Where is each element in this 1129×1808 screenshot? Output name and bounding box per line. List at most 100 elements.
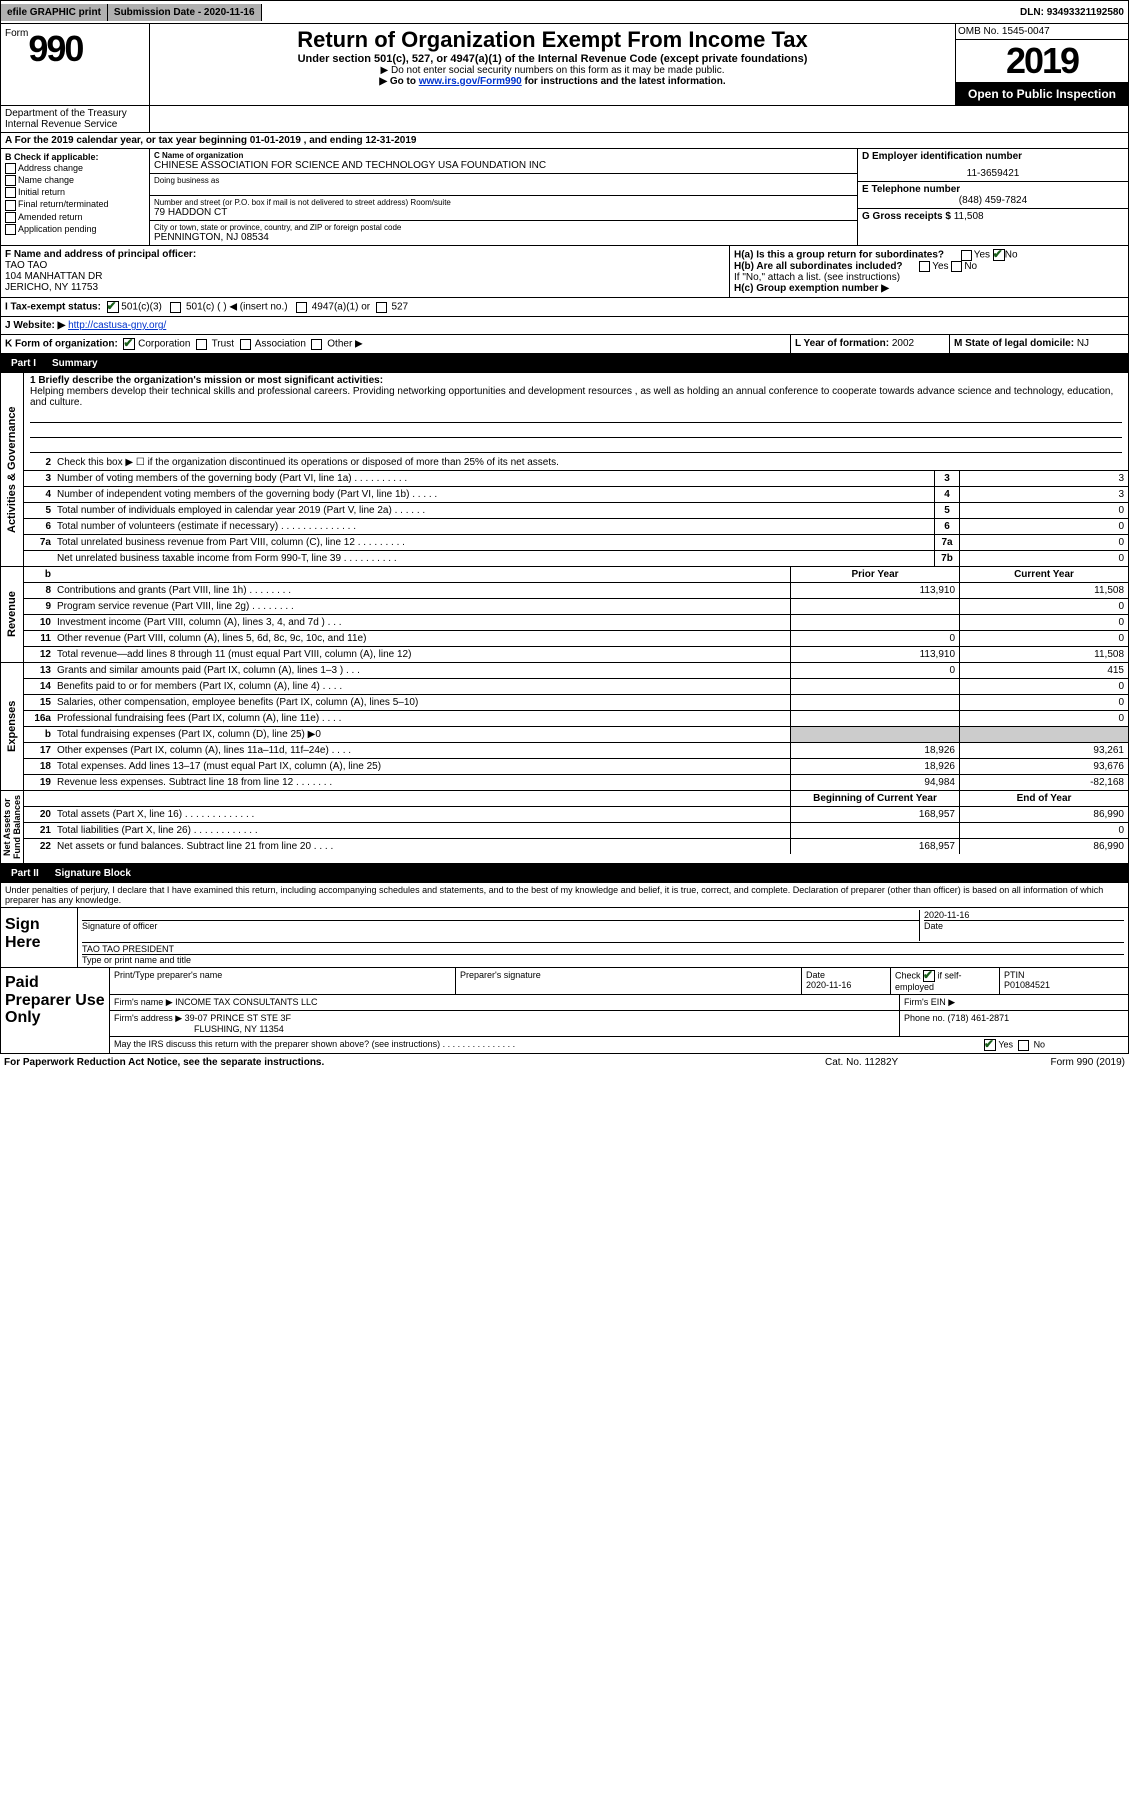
section-f-h: F Name and address of principal officer:… <box>0 246 1129 298</box>
hb-yes-chk[interactable] <box>919 261 930 272</box>
hb-yes: Yes <box>932 261 948 272</box>
lbl-address-change: Address change <box>18 163 83 173</box>
top-bar: efile GRAPHIC print Submission Date - 20… <box>0 0 1129 24</box>
dba-label: Doing business as <box>154 176 853 185</box>
line-desc: Program service revenue (Part VIII, line… <box>54 599 790 614</box>
officer-print-name: TAO TAO PRESIDENT <box>82 944 1124 955</box>
part2-num: Part II <box>1 865 49 882</box>
chk-selfemp[interactable] <box>923 970 935 982</box>
box-b-label: B Check if applicable: <box>5 152 145 162</box>
curr-val <box>959 727 1128 742</box>
dept-row: Department of the Treasury Internal Reve… <box>0 106 1129 133</box>
line-desc: Total fundraising expenses (Part IX, col… <box>54 727 790 742</box>
firm-ein: Firm's EIN ▶ <box>900 995 1128 1010</box>
lbl-501c3: 501(c)(3) <box>121 302 162 313</box>
discuss-yes-chk[interactable] <box>984 1039 996 1051</box>
curr-val: -82,168 <box>959 775 1128 790</box>
dln: DLN: 93493321192580 <box>1020 7 1128 18</box>
line-desc: Salaries, other compensation, employee b… <box>54 695 790 710</box>
form-990-page: efile GRAPHIC print Submission Date - 20… <box>0 0 1129 1071</box>
ptin-cell: PTINP01084521 <box>1000 968 1128 994</box>
revenue-section: Revenue bPrior YearCurrent Year 8Contrib… <box>0 567 1129 663</box>
prior-val: 113,910 <box>790 647 959 662</box>
line-num: 6 <box>24 519 54 534</box>
curr-val: 0 <box>959 679 1128 694</box>
part2-header: Part II Signature Block <box>0 864 1129 883</box>
chk-other[interactable] <box>311 339 322 350</box>
chk-amended[interactable] <box>5 212 16 223</box>
line-num: 9 <box>24 599 54 614</box>
chk-assoc[interactable] <box>240 339 251 350</box>
submission-date: Submission Date - 2020-11-16 <box>108 4 262 21</box>
ha-yes-chk[interactable] <box>961 250 972 261</box>
discuss-no-chk[interactable] <box>1018 1040 1029 1051</box>
line-desc: Grants and similar amounts paid (Part IX… <box>54 663 790 678</box>
hb-no-chk[interactable] <box>951 261 962 272</box>
chk-trust[interactable] <box>196 339 207 350</box>
line-num: b <box>24 727 54 742</box>
phone: (848) 459-7824 <box>862 195 1124 206</box>
tax-status-label: I Tax-exempt status: <box>5 302 101 313</box>
dept-treasury: Department of the Treasury Internal Reve… <box>1 106 150 132</box>
part1-title: Summary <box>46 355 104 372</box>
open-inspection: Open to Public Inspection <box>956 82 1128 105</box>
chk-527[interactable] <box>376 302 387 313</box>
header-center: Return of Organization Exempt From Incom… <box>150 24 955 105</box>
form-org-label: K Form of organization: <box>5 339 118 350</box>
line-desc: Total unrelated business revenue from Pa… <box>54 535 934 550</box>
footer-l: For Paperwork Reduction Act Notice, see … <box>4 1057 825 1068</box>
prior-val <box>790 711 959 726</box>
form-subtitle: Under section 501(c), 527, or 4947(a)(1)… <box>156 53 949 65</box>
hb-no: No <box>964 261 977 272</box>
line-desc: Other expenses (Part IX, column (A), lin… <box>54 743 790 758</box>
line-desc: Number of voting members of the governin… <box>54 471 934 486</box>
prior-val <box>790 727 959 742</box>
website-link[interactable]: http://castusa-gny.org/ <box>68 320 166 331</box>
line-num: 11 <box>24 631 54 646</box>
line-desc: Total liabilities (Part X, line 26) . . … <box>54 823 790 838</box>
expenses-section: Expenses 13Grants and similar amounts pa… <box>0 663 1129 791</box>
irs-link[interactable]: www.irs.gov/Form990 <box>419 76 522 87</box>
firm-label: Firm's name ▶ <box>114 997 173 1007</box>
chk-final[interactable] <box>5 200 16 211</box>
chk-501c[interactable] <box>170 302 181 313</box>
chk-pending[interactable] <box>5 224 16 235</box>
prior-val <box>790 679 959 694</box>
prior-val: 0 <box>790 631 959 646</box>
prior-val <box>790 695 959 710</box>
box-f: F Name and address of principal officer:… <box>1 246 729 297</box>
chk-name[interactable] <box>5 175 16 186</box>
prior-val: 18,926 <box>790 759 959 774</box>
chk-corp[interactable] <box>123 338 135 350</box>
lbl-4947: 4947(a)(1) or <box>312 302 370 313</box>
gross-receipts: 11,508 <box>954 211 984 222</box>
lbl-501c: 501(c) ( ) ◀ (insert no.) <box>186 302 288 313</box>
ha-no-chk[interactable] <box>993 249 1005 261</box>
website-label: J Website: ▶ <box>5 320 68 331</box>
side-rev: Revenue <box>1 567 24 662</box>
efile-button[interactable]: efile GRAPHIC print <box>1 4 108 21</box>
line-box: 4 <box>934 487 959 502</box>
line-box: 3 <box>934 471 959 486</box>
side-exp: Expenses <box>1 663 24 790</box>
chk-501c3[interactable] <box>107 301 119 313</box>
line-desc: Net assets or fund balances. Subtract li… <box>54 839 790 854</box>
line-box: 7a <box>934 535 959 550</box>
line-num: 5 <box>24 503 54 518</box>
line-desc: Total revenue—add lines 8 through 11 (mu… <box>54 647 790 662</box>
line-num: 21 <box>24 823 54 838</box>
line-val: 0 <box>959 551 1128 566</box>
lbl-trust: Trust <box>212 339 234 350</box>
line-num: 19 <box>24 775 54 790</box>
chk-4947[interactable] <box>296 302 307 313</box>
street: 79 HADDON CT <box>154 207 853 218</box>
row-i: I Tax-exempt status: 501(c)(3) 501(c) ( … <box>0 298 1129 317</box>
prior-val <box>790 599 959 614</box>
line-num <box>24 551 54 566</box>
prep-self-emp: Check if self-employed <box>891 968 1000 994</box>
firm-phone: (718) 461-2871 <box>948 1013 1010 1023</box>
side-net: Net Assets or Fund Balances <box>1 791 24 863</box>
phone-label: E Telephone number <box>862 184 1124 195</box>
chk-address[interactable] <box>5 163 16 174</box>
chk-initial[interactable] <box>5 187 16 198</box>
